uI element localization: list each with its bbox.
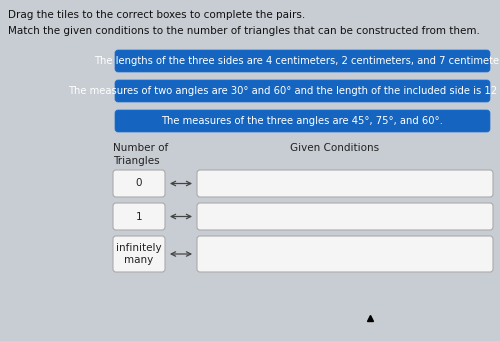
FancyBboxPatch shape — [115, 50, 490, 72]
Text: 0: 0 — [136, 178, 142, 189]
Text: Given Conditions: Given Conditions — [290, 143, 379, 153]
Text: Drag the tiles to the correct boxes to complete the pairs.: Drag the tiles to the correct boxes to c… — [8, 10, 305, 20]
FancyBboxPatch shape — [197, 203, 493, 230]
Text: The measures of two angles are 30° and 60° and the length of the included side i: The measures of two angles are 30° and 6… — [68, 86, 500, 96]
FancyBboxPatch shape — [197, 236, 493, 272]
Text: Number of
Triangles: Number of Triangles — [113, 143, 168, 166]
Text: The lengths of the three sides are 4 centimeters, 2 centimeters, and 7 centimete: The lengths of the three sides are 4 cen… — [94, 56, 500, 66]
FancyBboxPatch shape — [115, 110, 490, 132]
FancyBboxPatch shape — [113, 236, 165, 272]
FancyBboxPatch shape — [197, 170, 493, 197]
Text: 1: 1 — [136, 211, 142, 222]
FancyBboxPatch shape — [113, 203, 165, 230]
Text: The measures of the three angles are 45°, 75°, and 60°.: The measures of the three angles are 45°… — [162, 116, 444, 126]
FancyBboxPatch shape — [115, 80, 490, 102]
FancyBboxPatch shape — [113, 170, 165, 197]
Text: infinitely
many: infinitely many — [116, 243, 162, 265]
Text: Match the given conditions to the number of triangles that can be constructed fr: Match the given conditions to the number… — [8, 26, 480, 36]
